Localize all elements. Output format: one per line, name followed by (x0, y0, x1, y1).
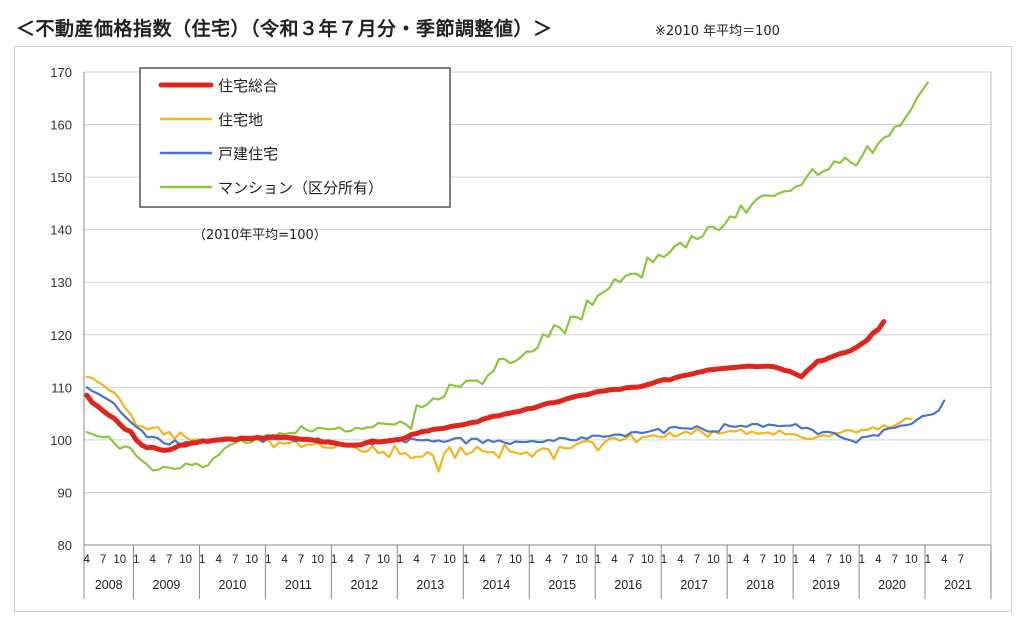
x-month-tick-label: 7 (364, 554, 370, 566)
x-year-label: 2020 (878, 578, 906, 592)
x-year-label: 2009 (153, 578, 181, 592)
x-month-tick-label: 10 (509, 554, 522, 566)
x-month-tick-label: 1 (463, 554, 469, 566)
x-month-tick-label: 7 (958, 554, 964, 566)
legend-label: マンション（区分所有） (218, 179, 383, 197)
x-month-tick-label: 1 (133, 554, 139, 566)
x-month-tick-label: 1 (727, 554, 733, 566)
legend-label: 住宅地 (218, 111, 263, 129)
x-month-tick-label: 1 (661, 554, 667, 566)
x-month-tick-label: 1 (925, 554, 931, 566)
y-axis-ticks: 80 90 100 110 120 130 140 150 160 170 (50, 65, 72, 553)
x-month-tick-label: 4 (215, 554, 222, 566)
x-month-tick-label: 7 (892, 554, 898, 566)
x-month-tick-label: 7 (166, 554, 172, 566)
x-month-tick-label: 1 (793, 554, 799, 566)
legend-box (139, 67, 451, 208)
x-month-tick-label: 10 (575, 554, 588, 566)
x-month-tick-label: 1 (529, 554, 535, 566)
y-tick-label: 120 (50, 328, 72, 343)
y-tick-label: 100 (50, 433, 72, 448)
page-title: ＜不動産価格指数（住宅）（令和３年７月分・季節調整値）＞ (16, 18, 553, 40)
x-month-tick-label: 4 (611, 554, 618, 566)
x-month-tick-label: 10 (245, 554, 258, 566)
x-year-label: 2016 (614, 578, 642, 592)
x-month-tick-label: 10 (311, 554, 324, 566)
x-month-tick-label: 7 (628, 554, 634, 566)
x-month-tick-label: 4 (479, 554, 486, 566)
legend-label: 住宅総合 (218, 77, 278, 95)
x-month-tick-label: 4 (281, 554, 288, 566)
x-month-tick-label: 4 (545, 554, 552, 566)
x-month-tick-label: 7 (100, 554, 106, 566)
x-month-tick-label: 4 (347, 554, 354, 566)
series-line-1 (84, 319, 887, 453)
chart-annotation: （2010年平均=100） (193, 228, 327, 243)
x-year-label: 2012 (350, 578, 378, 592)
x-month-tick-label: 1 (595, 554, 601, 566)
x-month-tick-label: 1 (199, 554, 205, 566)
x-month-tick-label: 4 (413, 554, 420, 566)
x-year-label: 2018 (746, 578, 774, 592)
x-month-tick-label: 4 (875, 554, 882, 566)
x-month-tick-label: 4 (743, 554, 750, 566)
x-month-tick-label: 10 (179, 554, 192, 566)
base-year-note: ※2010 年平均＝100 (655, 24, 780, 39)
x-month-tick-label: 7 (760, 554, 766, 566)
x-year-label: 2019 (812, 578, 840, 592)
x-year-label: 2008 (95, 578, 123, 592)
y-tick-label: 110 (51, 380, 72, 395)
series-line-2 (85, 375, 913, 473)
x-month-tick-label: 7 (298, 554, 304, 566)
x-month-tick-label: 1 (397, 554, 403, 566)
x-month-tick-label: 10 (905, 554, 918, 566)
x-year-label: 2013 (416, 578, 444, 592)
x-month-tick-label: 7 (826, 554, 832, 566)
y-tick-label: 130 (50, 275, 72, 290)
x-month-tick-label: 4 (677, 554, 684, 566)
series-line-4 (85, 81, 929, 472)
x-month-tick-label: 4 (809, 554, 816, 566)
x-year-label: 2011 (285, 578, 312, 592)
y-tick-label: 140 (50, 223, 72, 238)
x-month-tick-label: 7 (430, 554, 436, 566)
x-month-tick-label: 7 (232, 554, 238, 566)
x-month-tick-label: 10 (839, 554, 852, 566)
y-tick-label: 150 (50, 170, 72, 185)
x-month-tick-label: 10 (377, 554, 390, 566)
x-month-tick-label: 4 (941, 554, 948, 566)
x-month-tick-label: 1 (265, 554, 271, 566)
x-month-tick-label: 10 (641, 554, 654, 566)
x-year-label: 2014 (482, 578, 510, 592)
x-month-tick-label: 10 (443, 554, 456, 566)
x-month-tick-label: 10 (707, 554, 720, 566)
x-month-tick-label: 10 (113, 554, 126, 566)
x-month-tick-label: 7 (694, 554, 700, 566)
x-year-label: 2015 (548, 578, 576, 592)
x-month-tick-label: 4 (150, 554, 157, 566)
x-month-tick-label: 7 (496, 554, 502, 566)
x-month-tick-label: 1 (331, 554, 337, 566)
x-month-tick-label: 7 (562, 554, 568, 566)
x-year-label: 2010 (219, 578, 247, 592)
x-month-tick-label: 1 (859, 554, 865, 566)
y-tick-label: 170 (50, 65, 72, 80)
chart-series (84, 81, 946, 473)
chart-frame: 80 90 100 110 120 130 140 150 160 170 4 7 10 2008 1 4 7… (14, 46, 1012, 612)
y-tick-label: 80 (58, 538, 72, 553)
x-year-label: 2021 (944, 578, 972, 592)
y-tick-label: 90 (58, 485, 72, 500)
x-year-label: 2017 (680, 578, 708, 592)
y-tick-label: 160 (50, 118, 72, 133)
x-month-tick-label: 10 (773, 554, 786, 566)
legend-label: 戸建住宅 (218, 145, 278, 163)
x-month-tick-label: 4 (84, 554, 91, 566)
